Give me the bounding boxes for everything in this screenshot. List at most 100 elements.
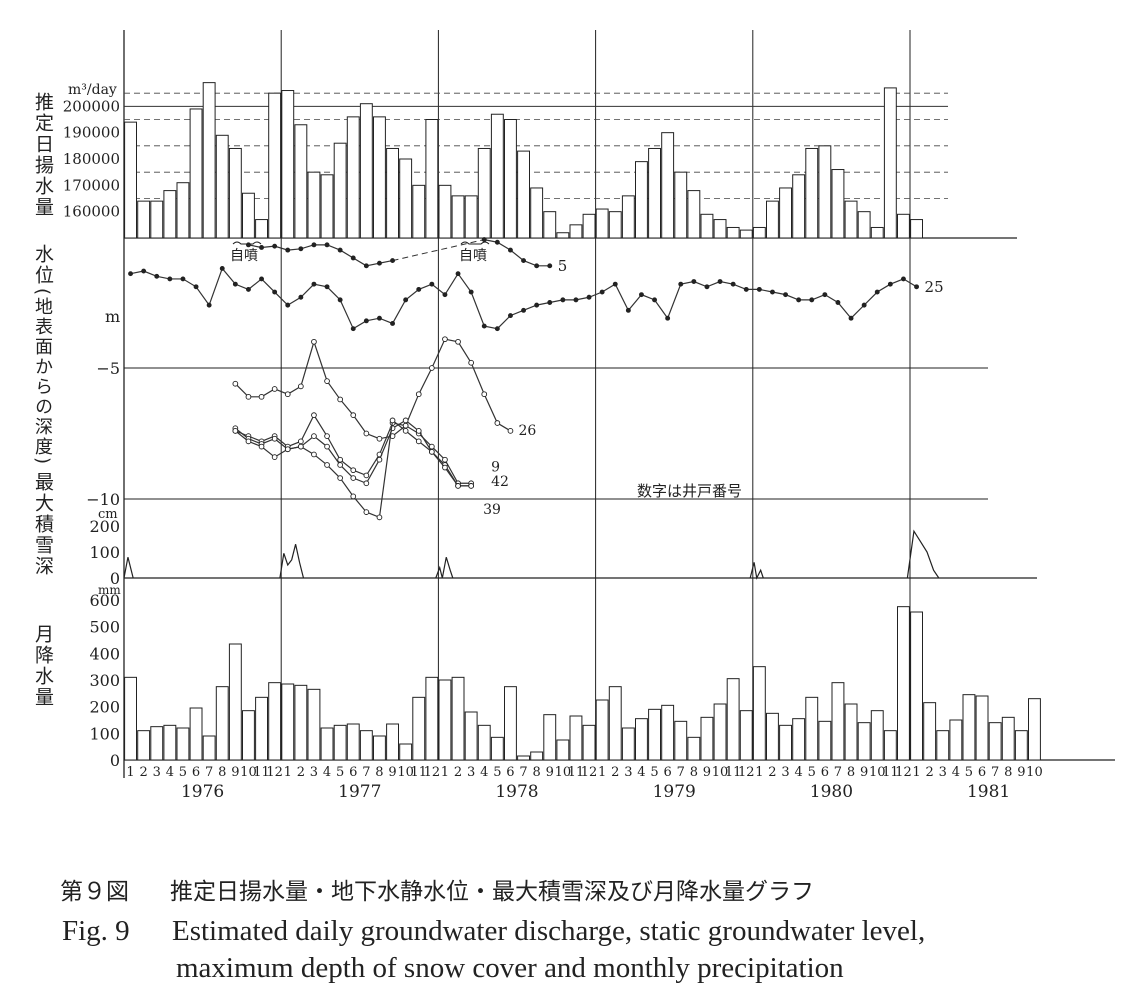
discharge-bar bbox=[530, 187, 544, 239]
precip-bar bbox=[870, 710, 884, 761]
month-tick-label: 10 bbox=[240, 765, 257, 780]
level-line-26 bbox=[234, 338, 511, 440]
precip-bar bbox=[307, 688, 321, 761]
precip-tick-label: 200 bbox=[89, 698, 120, 717]
discharge-bar bbox=[595, 208, 609, 239]
level-axis-title: 水位 bbox=[32, 244, 54, 286]
discharge-bar bbox=[228, 147, 242, 239]
discharge-bar bbox=[635, 161, 648, 239]
discharge-bar bbox=[556, 232, 570, 239]
level-point-25 bbox=[337, 297, 343, 303]
level-series-label: 42 bbox=[491, 474, 509, 490]
level-point-25 bbox=[154, 273, 160, 279]
month-tick-label: 7 bbox=[991, 765, 999, 780]
discharge-bar bbox=[346, 116, 360, 239]
level-series-label: 25 bbox=[925, 278, 944, 296]
month-tick-label: 1 bbox=[598, 765, 606, 780]
level-point-39 bbox=[402, 428, 409, 434]
precip-bar bbox=[962, 694, 976, 761]
month-tick-label: 4 bbox=[166, 765, 174, 780]
discharge-tick-label: 190000 bbox=[63, 124, 120, 142]
level-line-5 bbox=[484, 239, 550, 267]
month-tick-label: 12 bbox=[895, 765, 912, 780]
level-point-25 bbox=[259, 276, 264, 282]
level-point-25 bbox=[429, 281, 435, 287]
level-point-25 bbox=[861, 302, 867, 308]
level-point-42 bbox=[271, 435, 278, 442]
level-point-25 bbox=[573, 297, 579, 303]
discharge-bar bbox=[897, 213, 910, 239]
level-point-25 bbox=[468, 289, 474, 295]
level-point-25 bbox=[219, 265, 225, 271]
precip-bar bbox=[700, 716, 714, 761]
month-tick-label: 7 bbox=[677, 765, 685, 780]
level-point-39 bbox=[415, 438, 422, 445]
precip-bar bbox=[556, 739, 570, 761]
month-tick-label: 4 bbox=[480, 765, 488, 780]
year-label: 1977 bbox=[338, 782, 381, 802]
discharge-bar bbox=[569, 224, 583, 239]
precip-bar bbox=[635, 718, 648, 761]
discharge-tick-label: 200000 bbox=[63, 97, 120, 115]
level-point-39 bbox=[284, 446, 291, 453]
level-point-26 bbox=[271, 386, 278, 392]
month-tick-label: 2 bbox=[611, 765, 619, 780]
month-tick-label: 1 bbox=[126, 765, 134, 780]
discharge-bar bbox=[504, 119, 517, 239]
level-point-25 bbox=[193, 284, 199, 290]
precip-bar bbox=[674, 720, 688, 761]
precip-bar bbox=[412, 696, 426, 761]
level-point-26 bbox=[298, 383, 304, 390]
level-point-25 bbox=[285, 302, 291, 308]
precip-bar bbox=[883, 730, 897, 761]
month-tick-label: 4 bbox=[795, 765, 803, 780]
level-point-25 bbox=[455, 271, 461, 277]
month-tick-label: 7 bbox=[519, 765, 527, 780]
precip-bar bbox=[805, 696, 819, 761]
level-point-39 bbox=[245, 438, 252, 445]
level-point-25 bbox=[599, 289, 605, 295]
level-point-26 bbox=[429, 365, 435, 371]
discharge-bar bbox=[189, 108, 203, 239]
level-point-42 bbox=[376, 456, 383, 463]
month-tick-label: 5 bbox=[808, 765, 816, 780]
level-point-9 bbox=[298, 438, 304, 445]
discharge-unit-label: m³/day bbox=[68, 82, 117, 98]
artesian-bracket bbox=[232, 241, 262, 245]
precip-tick-label: 600 bbox=[89, 591, 120, 610]
level-point-42 bbox=[415, 428, 422, 434]
level-point-25 bbox=[756, 286, 762, 292]
discharge-bar bbox=[477, 147, 491, 239]
month-tick-label: 9 bbox=[231, 765, 239, 780]
level-point-25 bbox=[665, 315, 671, 321]
precip-tick-label: 400 bbox=[89, 644, 120, 663]
level-point-25 bbox=[180, 276, 186, 282]
year-label: 1978 bbox=[495, 782, 538, 802]
level-point-25 bbox=[887, 281, 893, 287]
level-point-25 bbox=[272, 289, 278, 295]
level-point-9 bbox=[363, 472, 370, 479]
level-tick-label: −5 bbox=[96, 359, 120, 378]
discharge-bar bbox=[910, 219, 923, 239]
discharge-bar bbox=[490, 113, 504, 239]
discharge-tick-label: 170000 bbox=[63, 176, 120, 194]
discharge-bar bbox=[137, 200, 151, 239]
precip-bar bbox=[137, 730, 151, 761]
precip-bar bbox=[150, 726, 164, 761]
level-point-25 bbox=[481, 323, 487, 329]
precip-bar bbox=[438, 679, 452, 761]
precip-bar bbox=[1014, 730, 1028, 761]
discharge-bar bbox=[870, 226, 884, 239]
precip-bar bbox=[949, 719, 963, 761]
precip-bar bbox=[936, 730, 950, 761]
precip-bar bbox=[425, 676, 439, 761]
precip-bar bbox=[713, 703, 727, 761]
level-point-25 bbox=[743, 286, 749, 292]
month-tick-label: 2 bbox=[768, 765, 776, 780]
discharge-bar bbox=[726, 226, 740, 239]
month-tick-label: 7 bbox=[834, 765, 842, 780]
discharge-bar bbox=[766, 200, 779, 239]
level-point-25 bbox=[245, 286, 251, 292]
